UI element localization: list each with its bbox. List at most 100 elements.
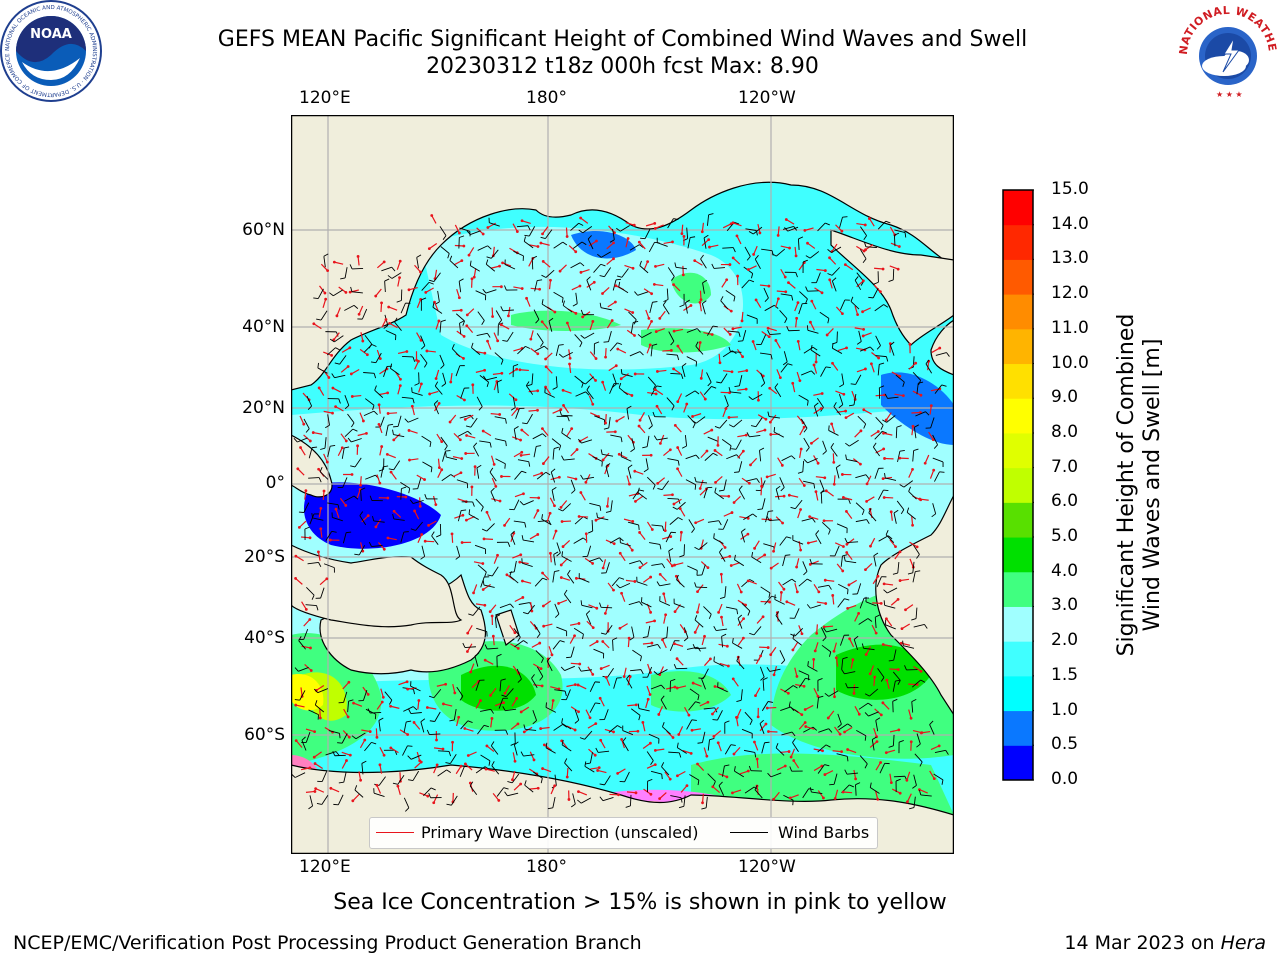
- wave-arrow-head: [444, 682, 448, 686]
- wave-direction-arrow: [875, 394, 885, 397]
- wave-direction-arrow: [456, 288, 460, 298]
- wind-barb-flag: [883, 489, 889, 492]
- wind-barb-flag: [845, 682, 848, 688]
- wind-barb: [934, 384, 943, 394]
- wave-direction-arrow: [491, 477, 497, 487]
- wave-arrow-head: [396, 784, 400, 788]
- wind-barb: [410, 685, 421, 692]
- wind-barb-flag: [497, 379, 502, 383]
- wind-barb-flag: [677, 517, 683, 521]
- wind-barb-flag: [502, 339, 508, 342]
- wave-arrow-head: [540, 684, 544, 688]
- wind-barb-flag: [863, 235, 867, 241]
- wind-barb: [787, 226, 799, 232]
- wind-barb: [685, 454, 697, 460]
- wind-barb: [933, 773, 944, 781]
- pacific-wave-map[interactable]: [291, 115, 954, 854]
- wind-barb: [761, 498, 766, 510]
- wave-arrow-head: [584, 532, 588, 536]
- wave-arrow-head: [857, 611, 861, 615]
- wind-barb-flag: [637, 333, 643, 338]
- wind-barb-flag: [352, 428, 358, 432]
- wind-barb: [485, 289, 497, 294]
- wind-barb-flag: [383, 465, 389, 468]
- wave-direction-arrow: [437, 458, 440, 468]
- wind-barb-flag: [620, 368, 623, 375]
- wave-arrow-head: [676, 467, 679, 471]
- lat-label: 20°N: [242, 398, 285, 418]
- wind-barb: [562, 351, 573, 358]
- wind-barb: [605, 466, 610, 478]
- wind-barb-flag: [317, 362, 320, 368]
- wave-arrow-head: [848, 637, 852, 641]
- colorbar-segment: [1003, 571, 1033, 607]
- wave-arrow-head: [843, 730, 846, 734]
- colorbar-tick-label: 12.0: [1051, 283, 1089, 304]
- wave-direction-arrow: [836, 563, 844, 572]
- wind-barb: [645, 458, 649, 470]
- wave-direction-arrow: [854, 706, 860, 715]
- wind-barb-flag: [925, 411, 930, 416]
- wave-direction-arrow: [833, 642, 837, 652]
- wind-barb: [434, 385, 443, 395]
- wind-barb: [546, 660, 553, 672]
- wave-direction-arrow: [845, 412, 855, 419]
- wave-direction-arrow: [741, 311, 744, 321]
- wind-barb-flag: [629, 636, 635, 641]
- wind-barb: [384, 281, 386, 293]
- wave-arrow-head: [845, 551, 849, 554]
- wave-arrow-head: [492, 462, 496, 466]
- wave-arrow-head: [631, 520, 635, 523]
- wave-arrow-head: [491, 634, 495, 638]
- wind-barb: [683, 627, 689, 638]
- wind-barb-flag: [825, 366, 831, 369]
- wind-barb-flag: [680, 797, 683, 803]
- wind-barb: [768, 416, 780, 419]
- wave-direction-arrow: [468, 247, 475, 256]
- wave-arrow-head: [689, 304, 693, 307]
- wind-barb: [363, 372, 375, 374]
- wave-direction-arrow: [766, 473, 776, 478]
- wind-barb: [782, 226, 794, 230]
- wind-barb-flag: [789, 766, 793, 772]
- wave-arrow-head: [723, 546, 727, 549]
- wave-direction-arrow: [885, 412, 892, 421]
- wind-barb: [871, 739, 875, 751]
- wind-barb: [648, 242, 655, 253]
- wave-direction-arrow: [778, 581, 785, 590]
- wave-arrow-head: [463, 417, 467, 421]
- wave-direction-arrow: [467, 625, 473, 634]
- wind-barb: [518, 602, 530, 605]
- wind-barb: [689, 688, 700, 696]
- wave-arrow-head: [845, 510, 848, 513]
- wind-barb: [792, 638, 802, 646]
- wave-direction-arrow: [492, 793, 500, 801]
- wind-barb: [783, 794, 794, 801]
- wind-barb: [323, 256, 326, 268]
- wave-arrow-head: [378, 481, 382, 485]
- wave-arrow-head: [649, 610, 653, 614]
- wind-barb: [853, 639, 859, 651]
- wave-arrow-head: [350, 395, 354, 398]
- wave-direction-arrow: [375, 518, 382, 528]
- wave-direction-arrow: [356, 489, 361, 499]
- wave-arrow-head: [417, 699, 421, 702]
- wave-arrow-head: [375, 783, 379, 787]
- wave-arrow-head: [374, 525, 378, 529]
- wind-barb: [496, 382, 499, 394]
- wave-direction-arrow: [625, 579, 635, 583]
- wind-barb: [779, 477, 785, 488]
- wave-arrow-head: [932, 468, 936, 472]
- wind-barb: [583, 476, 595, 480]
- wave-arrow-head: [486, 339, 489, 343]
- wind-barb: [839, 635, 845, 646]
- wave-arrow-head: [911, 468, 914, 471]
- wave-direction-arrow: [512, 223, 518, 232]
- wind-barb: [741, 531, 746, 543]
- wave-arrow-head: [425, 349, 429, 353]
- wave-arrow-head: [541, 427, 544, 431]
- wind-barb: [644, 228, 651, 239]
- wave-arrow-head: [294, 739, 298, 743]
- wind-barb-flag: [900, 509, 905, 515]
- wind-barb: [801, 517, 813, 522]
